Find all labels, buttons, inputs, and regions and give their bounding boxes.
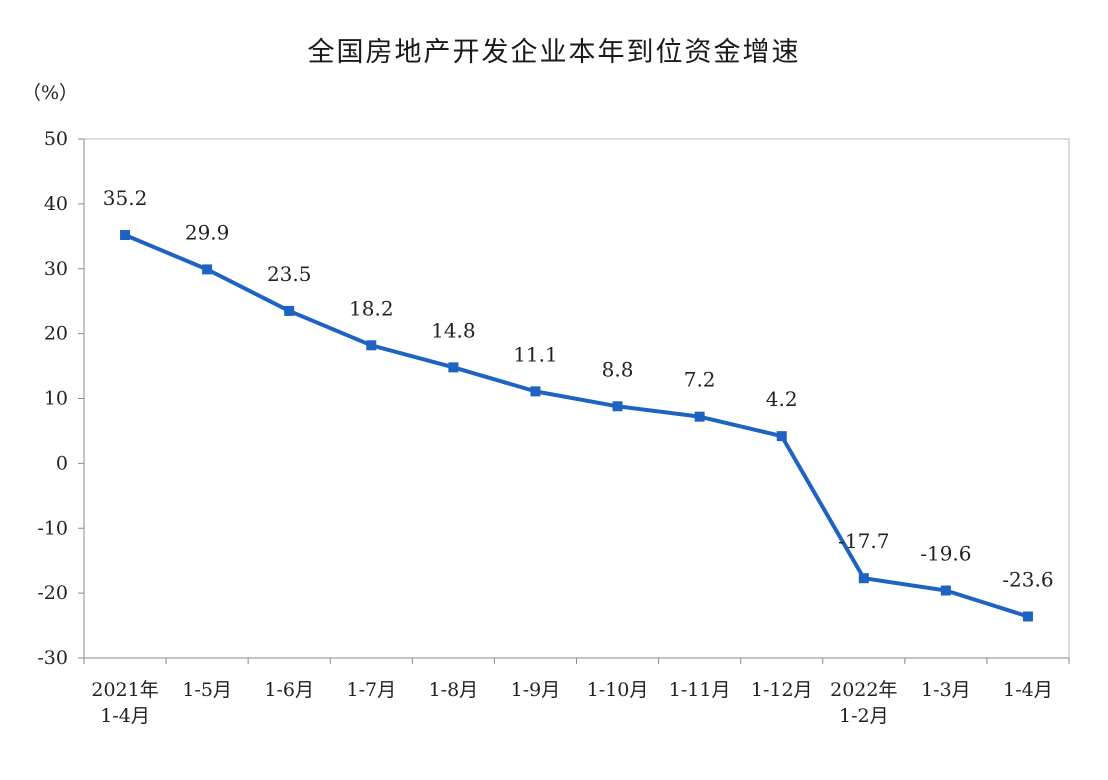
x-tick-label: 1-4月 bbox=[1003, 679, 1053, 701]
data-label: 11.1 bbox=[513, 342, 558, 366]
y-tick-label: 10 bbox=[44, 388, 68, 410]
data-label: 18.2 bbox=[349, 296, 394, 320]
y-tick-label: -20 bbox=[37, 582, 68, 604]
y-tick-label: -10 bbox=[37, 517, 68, 539]
data-point-marker bbox=[612, 401, 623, 412]
data-label: 14.8 bbox=[431, 318, 476, 342]
y-tick-label: 0 bbox=[56, 452, 68, 474]
data-point-marker bbox=[858, 573, 869, 584]
y-tick-label: -30 bbox=[37, 647, 68, 669]
x-tick-label: 1-2月 bbox=[839, 705, 889, 727]
x-tick-label: 1-4月 bbox=[100, 705, 150, 727]
x-tick-label: 1-7月 bbox=[346, 679, 396, 701]
x-tick-label: 2021年 bbox=[91, 679, 158, 701]
data-point-marker bbox=[694, 411, 705, 422]
data-point-marker bbox=[366, 340, 377, 351]
x-tick-label: 1-3月 bbox=[921, 679, 971, 701]
data-label: -17.7 bbox=[838, 529, 889, 553]
y-tick-label: 50 bbox=[44, 128, 68, 150]
x-tick-label: 1-12月 bbox=[751, 679, 813, 701]
x-tick-label: 1-5月 bbox=[182, 679, 232, 701]
data-point-marker bbox=[448, 362, 459, 373]
y-tick-label: 20 bbox=[44, 323, 68, 345]
data-point-marker bbox=[120, 230, 131, 241]
data-label: -23.6 bbox=[1002, 567, 1053, 591]
x-tick-label: 1-6月 bbox=[264, 679, 314, 701]
data-point-marker bbox=[284, 305, 295, 316]
x-tick-label: 1-11月 bbox=[669, 679, 731, 701]
data-label: -19.6 bbox=[920, 542, 971, 566]
x-tick-label: 2022年 bbox=[830, 679, 897, 701]
data-label: 7.2 bbox=[684, 368, 716, 392]
x-tick-label: 1-10月 bbox=[587, 679, 649, 701]
y-tick-label: 40 bbox=[44, 193, 68, 215]
data-point-marker bbox=[940, 585, 951, 596]
data-label: 4.2 bbox=[766, 387, 798, 411]
y-tick-label: 30 bbox=[44, 258, 68, 280]
data-point-marker bbox=[1022, 611, 1033, 622]
chart-title: 全国房地产开发企业本年到位资金增速 bbox=[307, 37, 801, 68]
series-line bbox=[124, 233, 1029, 619]
data-point-marker bbox=[530, 386, 541, 397]
y-axis-unit-label: （%） bbox=[22, 82, 79, 104]
x-tick-label: 1-9月 bbox=[511, 679, 561, 701]
x-tick-label: 1-8月 bbox=[429, 679, 479, 701]
data-label: 35.2 bbox=[103, 186, 148, 210]
data-label: 8.8 bbox=[602, 357, 634, 381]
data-point-marker bbox=[202, 264, 213, 275]
data-label: 29.9 bbox=[185, 220, 230, 244]
data-label: 23.5 bbox=[267, 262, 312, 286]
data-point-marker bbox=[776, 431, 787, 442]
